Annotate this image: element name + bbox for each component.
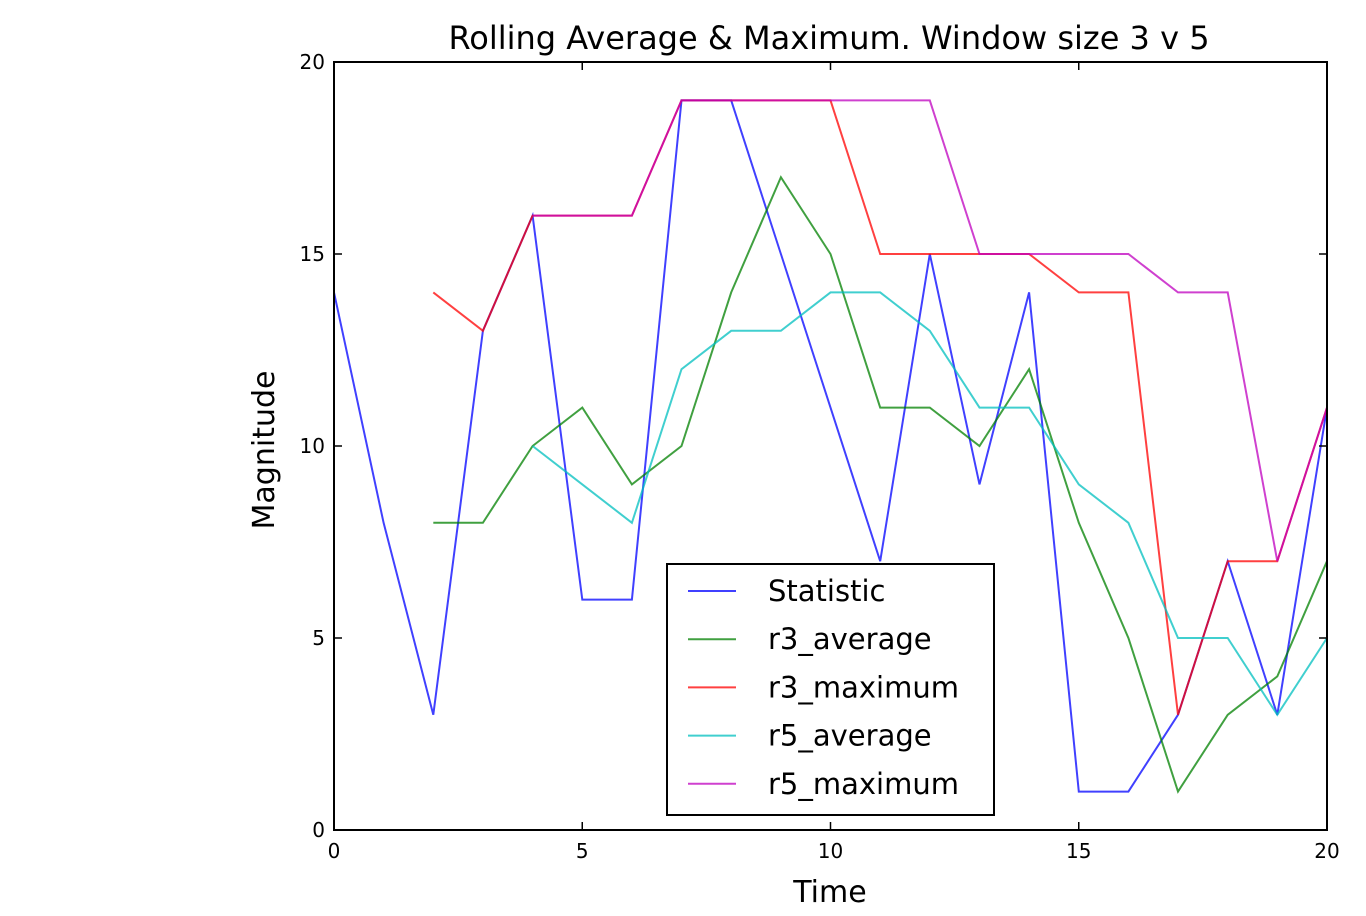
- y-tick-label: 0: [312, 818, 325, 842]
- legend: Statistic r3_average r3_maximum r5_averager…: [666, 563, 995, 816]
- y-axis-title: Magnitude: [247, 371, 282, 530]
- series-line-r3-average: [433, 175, 1328, 794]
- x-axis-title: Time: [792, 875, 866, 910]
- chart-title: Rolling Average & Maximum. Window size 3…: [448, 19, 1209, 57]
- x-tick-label: 20: [1314, 839, 1339, 863]
- series-layer: [333, 99, 1328, 794]
- y-tick-label: 10: [300, 434, 325, 458]
- series-line-r5-maximum: [532, 99, 1328, 562]
- x-tick-label: 15: [1066, 839, 1091, 863]
- legend-box: [666, 563, 995, 816]
- y-tick-label: 5: [312, 626, 325, 650]
- legend-label: r3_maximum: [768, 670, 959, 704]
- series-line-r5-average: [531, 291, 1328, 717]
- tick-layer: 0 5 10 15 20 0 5 10 15 20: [300, 50, 1340, 863]
- legend-label: r5_average: [768, 719, 932, 753]
- legend-label: r5_maximum: [768, 767, 959, 801]
- x-tick-label: 10: [818, 839, 843, 863]
- legend-label: r3_average: [768, 622, 932, 656]
- y-tick-label: 15: [300, 242, 325, 266]
- x-tick-label: 0: [328, 839, 341, 863]
- y-tick-label: 20: [300, 50, 325, 74]
- legend-label: Statistic: [768, 574, 885, 608]
- x-tick-label: 5: [576, 839, 589, 863]
